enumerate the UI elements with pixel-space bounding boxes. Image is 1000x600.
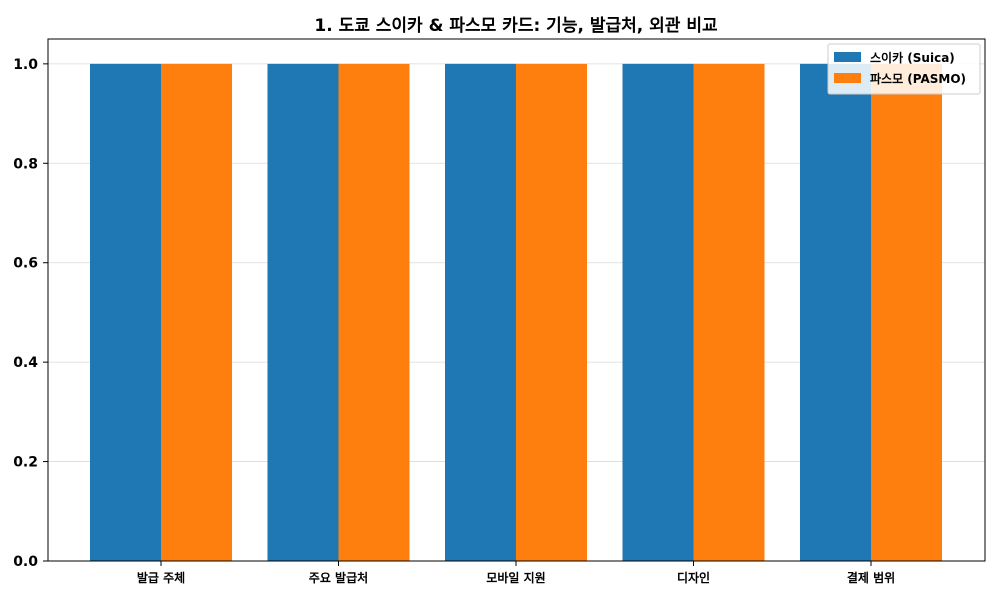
y-tick-label: 0.8 [13, 156, 38, 172]
x-tick-label: 주요 발급처 [309, 570, 368, 585]
x-tick-label: 결제 범위 [847, 570, 895, 585]
legend-swatch-suica [834, 52, 861, 62]
legend-label-pasmo: 파스모 (PASMO) [870, 71, 966, 86]
bar-suica-4 [800, 63, 871, 561]
x-tick-label: 디자인 [677, 570, 710, 585]
bar-pasmo-3 [693, 63, 765, 561]
legend-swatch-pasmo [834, 73, 861, 83]
x-tick-label: 모바일 지원 [486, 570, 545, 585]
legend: 스이카 (Suica) 파스모 (PASMO) [827, 43, 981, 95]
bar-suica-2 [445, 63, 516, 561]
bar-pasmo-2 [516, 63, 587, 561]
bar-pasmo-0 [161, 63, 232, 561]
bar-suica-0 [90, 63, 161, 561]
bar-pasmo-1 [338, 63, 410, 561]
bar-suica-1 [267, 63, 339, 561]
legend-box [827, 43, 981, 95]
y-tick-label: 0.2 [13, 455, 38, 471]
x-axis: 발급 주체 주요 발급처 모바일 지원 디자인 결제 범위 [137, 561, 895, 585]
legend-label-suica: 스이카 (Suica) [870, 50, 955, 65]
y-tick-label: 0.0 [13, 554, 38, 570]
x-tick-label: 발급 주체 [137, 570, 185, 585]
bars [90, 63, 942, 561]
y-tick-label: 0.6 [13, 256, 38, 272]
y-axis: 0.0 0.2 0.4 0.6 0.8 1.0 [13, 57, 48, 570]
y-tick-label: 1.0 [13, 57, 38, 73]
bar-pasmo-4 [871, 63, 942, 561]
y-tick-label: 0.4 [13, 355, 38, 371]
bar-suica-3 [622, 63, 694, 561]
chart-title: 1. 도쿄 스이카 & 파스모 카드: 기능, 발급처, 외관 비교 [314, 16, 718, 36]
